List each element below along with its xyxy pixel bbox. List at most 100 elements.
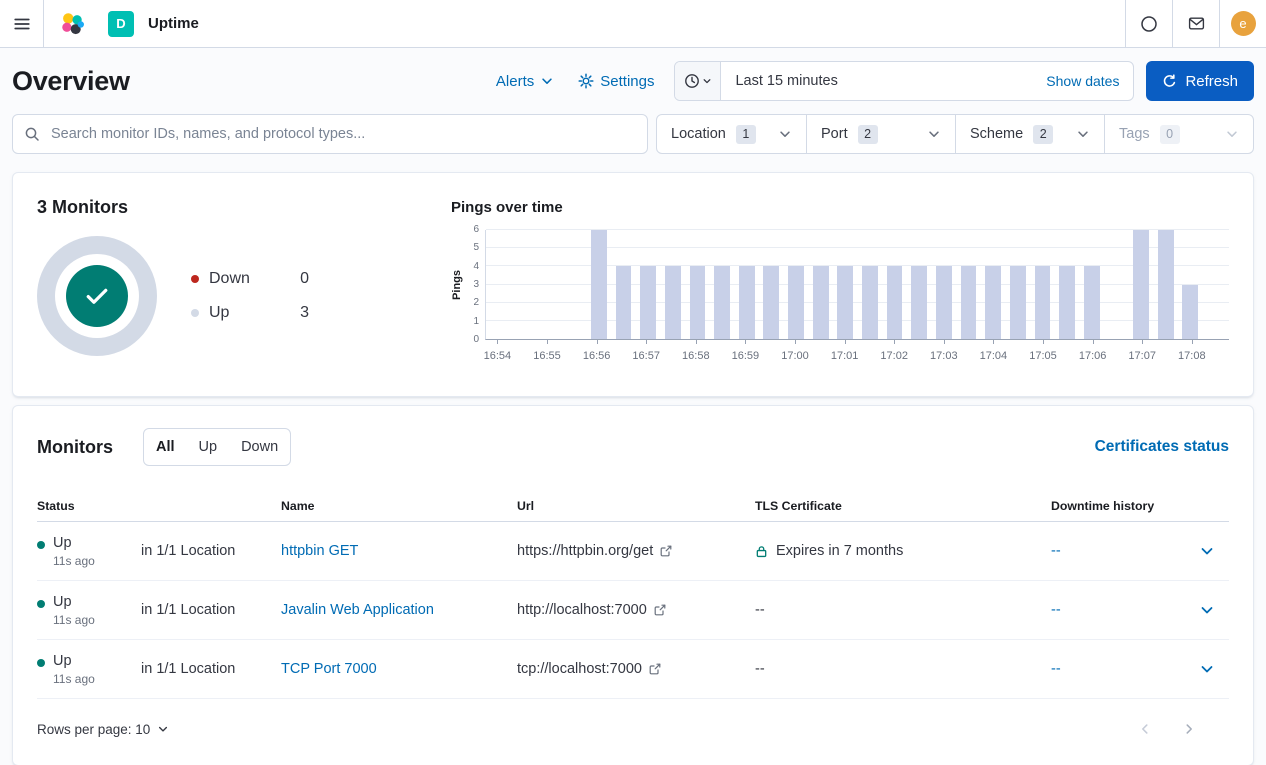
ping-bar	[788, 266, 804, 339]
filter-scheme-button[interactable]: Scheme 2	[955, 115, 1104, 153]
refresh-button[interactable]: Refresh	[1146, 61, 1254, 101]
expand-row-button[interactable]	[1195, 598, 1219, 622]
x-tick	[1092, 340, 1094, 344]
ping-bar	[960, 266, 977, 339]
refresh-icon	[1164, 73, 1176, 87]
status-text: Up	[53, 534, 72, 551]
last-check-time: 11s ago	[53, 671, 95, 686]
bars-layer	[486, 230, 1229, 339]
status-text: Up	[53, 652, 72, 669]
time-range-value[interactable]: Last 15 minutes	[721, 62, 1032, 100]
monitor-url[interactable]: https://httpbin.org/get	[517, 543, 755, 559]
rows-per-page-button[interactable]: Rows per page: 10	[37, 722, 169, 737]
x-tick	[844, 340, 846, 344]
legend-up: Up 3	[191, 304, 309, 322]
chevron-down-icon	[703, 79, 711, 84]
monitor-search-input[interactable]	[12, 114, 648, 154]
monitor-row: Up 11s ago in 1/1 Location Javalin Web Appl…	[37, 581, 1229, 640]
external-link-icon	[654, 604, 666, 616]
x-tick-label: 17:04	[979, 350, 1008, 362]
legend-value: 0	[300, 270, 309, 287]
y-tick-label: 3	[473, 279, 479, 290]
ping-bar	[935, 266, 952, 339]
ping-bar	[837, 266, 854, 339]
ping-bar	[689, 266, 706, 339]
alerts-dropdown-button[interactable]: Alerts	[496, 73, 554, 90]
help-button[interactable]	[1125, 0, 1172, 47]
y-tick-label: 0	[473, 334, 479, 345]
monitor-tls-certificate: --	[755, 602, 765, 618]
expand-row-button[interactable]	[1195, 539, 1219, 563]
filter-count-badge: 2	[1033, 124, 1054, 144]
chevron-down-icon	[1227, 131, 1237, 137]
monitor-name-link[interactable]: httpbin GET	[281, 543, 359, 559]
column-header: Status	[37, 498, 75, 513]
gridline	[486, 283, 1229, 285]
snapshot-panel: 3 Monitors Down 0 Up 3 Pings over time Ping…	[12, 172, 1254, 397]
app-title: Uptime	[148, 15, 199, 32]
top-navigation-bar: D Uptime e	[0, 0, 1266, 48]
monitor-row: Up 11s ago in 1/1 Location httpbin GET https…	[37, 522, 1229, 581]
check-icon	[86, 288, 108, 304]
filter-count-badge: 2	[857, 124, 878, 144]
monitors-title: Monitors	[37, 436, 113, 457]
monitor-status: Up 11s ago	[37, 535, 141, 568]
filter-label: Tags	[1119, 126, 1150, 142]
monitor-location: in 1/1 Location	[141, 661, 236, 677]
monitor-name-link[interactable]: TCP Port 7000	[281, 661, 377, 677]
show-dates-button[interactable]: Show dates	[1032, 62, 1133, 100]
settings-button[interactable]: Settings	[578, 73, 654, 90]
last-check-time: 11s ago	[53, 612, 95, 627]
x-tick-label: 16:56	[582, 350, 611, 362]
next-page-button[interactable]	[1177, 717, 1201, 741]
ping-bar	[1083, 266, 1100, 339]
monitor-url[interactable]: http://localhost:7000	[517, 602, 755, 618]
clock-icon	[685, 74, 699, 88]
ping-bar	[985, 266, 1002, 339]
column-header: Downtime history	[1051, 498, 1155, 513]
chevron-down-icon	[1201, 548, 1213, 555]
column-header: Name	[281, 498, 315, 513]
monitor-tls-certificate: Expires in 7 months	[755, 543, 1051, 559]
ping-bar	[812, 266, 829, 339]
ping-bar	[763, 266, 780, 339]
monitor-location: in 1/1 Location	[141, 543, 236, 559]
user-menu-button[interactable]: e	[1219, 0, 1266, 47]
legend-dot	[191, 275, 199, 283]
column-header: Url	[517, 498, 535, 513]
deployment-switcher[interactable]: D	[100, 0, 148, 47]
quick-select-time-button[interactable]	[675, 62, 722, 100]
deployment-badge: D	[108, 10, 134, 37]
filter-location-button[interactable]: Location 1	[657, 115, 806, 153]
expand-row-button[interactable]	[1195, 657, 1219, 681]
x-tick-label: 17:00	[781, 350, 809, 362]
ping-bar	[1133, 230, 1149, 339]
status-up-dot	[37, 540, 45, 549]
newsfeed-button[interactable]	[1172, 0, 1219, 47]
x-tick	[497, 340, 499, 344]
x-tick-label: 17:06	[1078, 350, 1107, 362]
monitor-url[interactable]: tcp://localhost:7000	[517, 661, 755, 677]
lock-icon	[756, 545, 767, 557]
mail-icon	[1188, 17, 1204, 30]
tab-up[interactable]: Up	[187, 429, 230, 465]
filter-tags-button: Tags 0	[1104, 115, 1253, 153]
tab-down[interactable]: Down	[229, 429, 290, 465]
monitor-name-link[interactable]: Javalin Web Application	[281, 602, 434, 618]
previous-page-button[interactable]	[1133, 717, 1157, 741]
legend-dot	[191, 309, 199, 317]
filter-port-button[interactable]: Port 2	[806, 115, 955, 153]
tab-all[interactable]: All	[144, 429, 187, 465]
ping-bar	[591, 230, 607, 339]
certificates-status-link[interactable]: Certificates status	[1094, 438, 1229, 455]
filter-label: Port	[821, 126, 848, 142]
legend-down: Down 0	[191, 270, 309, 288]
gear-icon	[578, 73, 594, 89]
x-tick	[596, 340, 598, 344]
menu-button[interactable]	[0, 0, 44, 47]
x-tick-label: 17:02	[880, 350, 908, 362]
monitor-status: Up 11s ago	[37, 594, 141, 627]
chart-title: Pings over time	[451, 199, 563, 216]
column-header: TLS Certificate	[755, 498, 842, 513]
chevron-down-icon	[929, 131, 939, 137]
